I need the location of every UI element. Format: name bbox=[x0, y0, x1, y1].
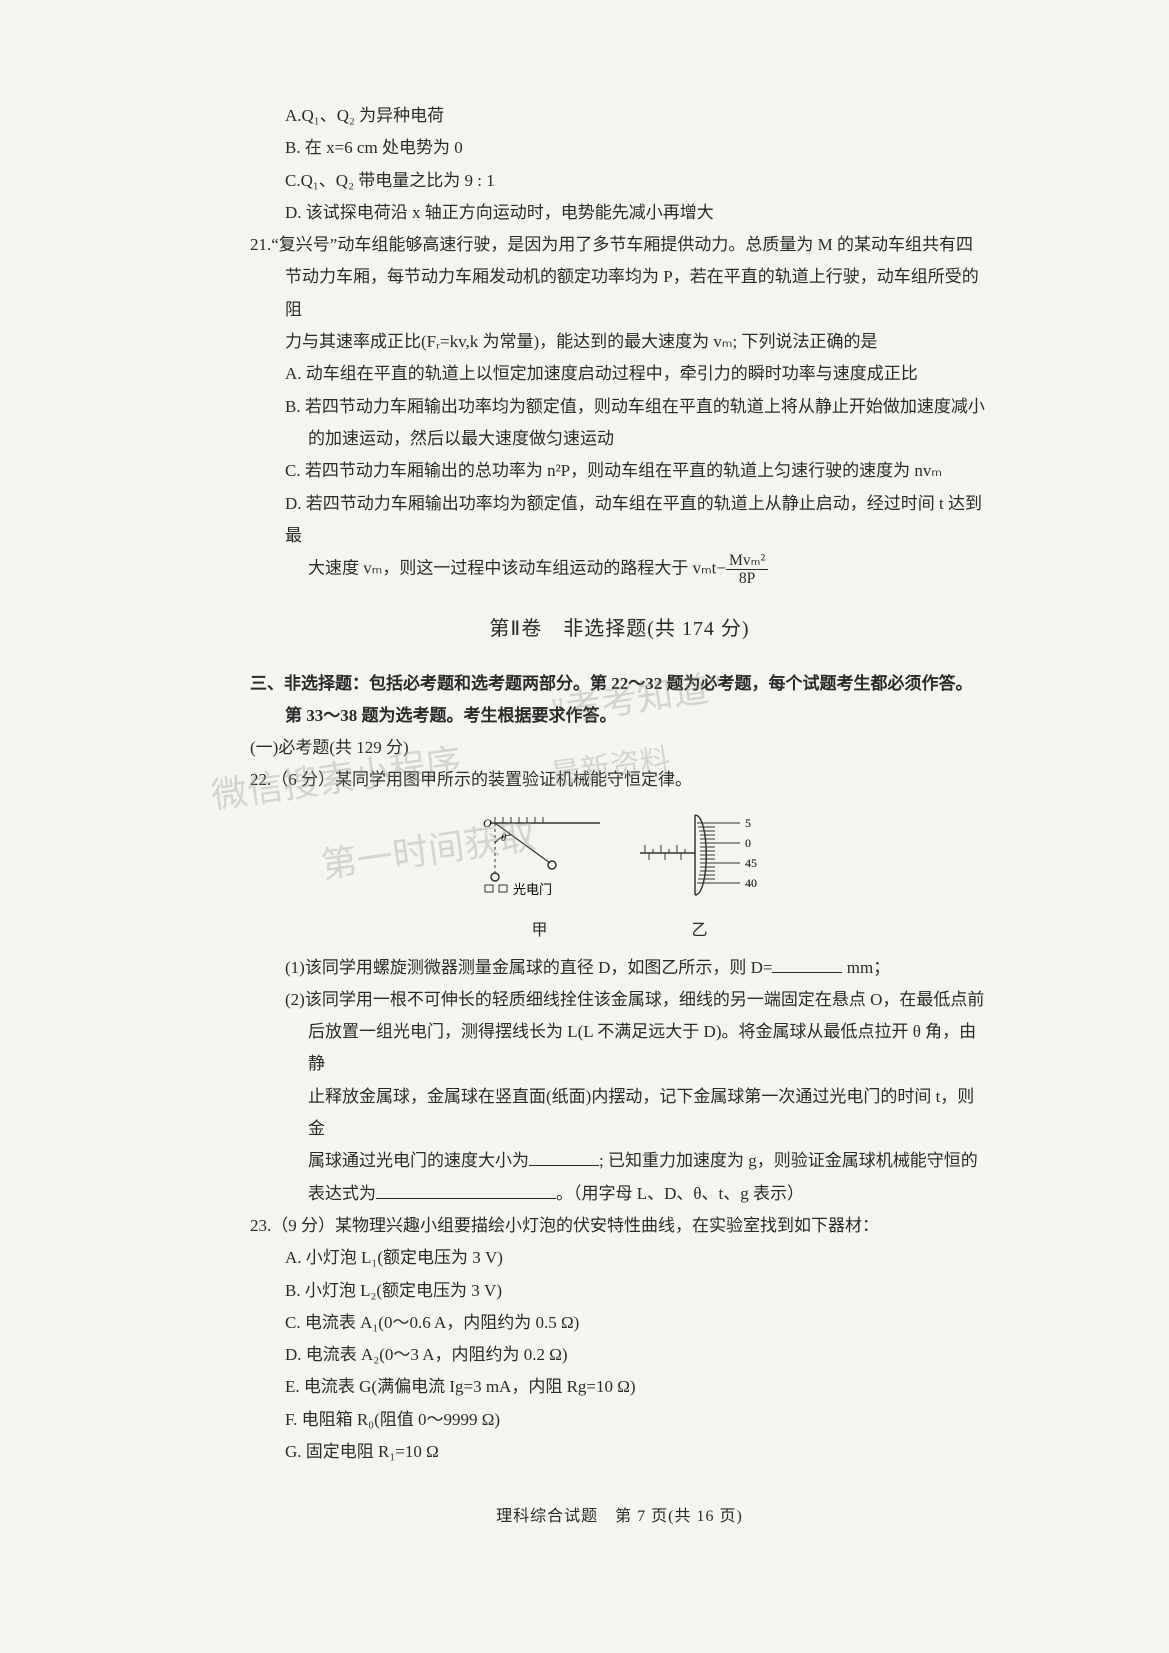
q22-part1: (1)该同学用螺旋测微器测量金属球的直径 D，如图乙所示，则 D= mm； bbox=[250, 952, 989, 984]
q21-choice-b: B. 若四节动力车厢输出功率均为额定值，则动车组在平直的轨道上将从静止开始做加速… bbox=[250, 391, 989, 423]
q23-item-a: A. 小灯泡 L₁(额定电压为 3 V) bbox=[250, 1242, 989, 1274]
q22-part2-cont: 止释放金属球，金属球在竖直面(纸面)内摆动，记下金属球第一次通过光电门的时间 t… bbox=[250, 1081, 989, 1146]
q20-choice-d: D. 该试探电荷沿 x 轴正方向运动时，电势能先减小再增大 bbox=[250, 197, 989, 229]
fraction: Mvₘ²8P bbox=[726, 552, 768, 587]
q21-choice-d-cont: 大速度 vₘ，则这一过程中该动车组运动的路程大于 vₘt−Mvₘ²8P bbox=[250, 552, 989, 587]
svg-text:40: 40 bbox=[745, 876, 757, 890]
q23-item-b: B. 小灯泡 L₂(额定电压为 3 V) bbox=[250, 1275, 989, 1307]
svg-text:θ: θ bbox=[501, 832, 507, 844]
q21-stem-line: 力与其速率成正比(Fᵣ=kv,k 为常量)，能达到的最大速度为 vₘ; 下列说法… bbox=[250, 326, 989, 358]
subsection-required: (一)必考题(共 129 分) bbox=[250, 732, 989, 764]
section-3-instructions-cont: 第 33～38 题为选考题。考生根据要求作答。 bbox=[250, 700, 989, 732]
svg-text:O: O bbox=[483, 816, 492, 830]
answer-blank bbox=[529, 1149, 599, 1166]
q22-p2d-b: ; 已知重力加速度为 g，则验证金属球机械能守恒的 bbox=[599, 1151, 978, 1170]
figure-row: O θ 光电门 甲 5 bbox=[250, 805, 989, 947]
q21-choice-d: D. 若四节动力车厢输出功率均为额定值，动车组在平直的轨道上从静止启动，经过时间… bbox=[250, 488, 989, 553]
exam-page: A.Q₁、Q₂ 为异种电荷 B. 在 x=6 cm 处电势为 0 C.Q₁、Q₂… bbox=[0, 0, 1169, 1593]
fraction-den: 8P bbox=[726, 570, 768, 587]
q23-item-g: G. 固定电阻 R₁=10 Ω bbox=[250, 1436, 989, 1468]
svg-text:光电门: 光电门 bbox=[513, 882, 552, 897]
q21-choice-b-cont: 的加速运动，然后以最大速度做匀速运动 bbox=[250, 423, 989, 455]
q23-item-e: E. 电流表 G(满偏电流 Ig=3 mA，内阻 Rg=10 Ω) bbox=[250, 1371, 989, 1403]
micrometer-icon: 5 0 45 40 bbox=[635, 805, 765, 905]
q22-p2e-a: 表达式为 bbox=[308, 1184, 376, 1203]
q23-item-d: D. 电流表 A₂(0～3 A，内阻约为 0.2 Ω) bbox=[250, 1339, 989, 1371]
q23-stem: 23.（9 分）某物理兴趣小组要描绘小灯泡的伏安特性曲线，在实验室找到如下器材： bbox=[250, 1210, 989, 1242]
q22-part2-cont: 后放置一组光电门，测得摆线长为 L(L 不满足远大于 D)。将金属球从最低点拉开… bbox=[250, 1016, 989, 1081]
q22-p1-unit: mm； bbox=[847, 958, 890, 977]
q22-p2e-b: 。（用字母 L、D、θ、t、g 表示） bbox=[556, 1184, 804, 1203]
pendulum-diagram-icon: O θ 光电门 bbox=[475, 815, 605, 905]
q21-choice-a: A. 动车组在平直的轨道上以恒定加速度启动过程中，牵引力的瞬时功率与速度成正比 bbox=[250, 358, 989, 390]
figure-jia: O θ 光电门 甲 bbox=[475, 815, 605, 947]
q20-choice-b: B. 在 x=6 cm 处电势为 0 bbox=[250, 132, 989, 164]
q22-part2: (2)该同学用一根不可伸长的轻质细线拴住该金属球，细线的另一端固定在悬点 O，在… bbox=[250, 984, 989, 1016]
answer-blank bbox=[376, 1182, 556, 1199]
fraction-num: Mvₘ² bbox=[726, 552, 768, 570]
q21-stem-line: 节动力车厢，每节动力车厢发动机的额定功率均为 P，若在平直的轨道上行驶，动车组所… bbox=[250, 261, 989, 326]
section-3-instructions: 三、非选择题：包括必考题和选考题两部分。第 22～32 题为必考题，每个试题考生… bbox=[250, 668, 989, 700]
figure-yi: 5 0 45 40 乙 bbox=[635, 805, 765, 947]
q21-d-pre: 大速度 vₘ，则这一过程中该动车组运动的路程大于 vₘt− bbox=[308, 559, 726, 578]
q20-choice-a: A.Q₁、Q₂ 为异种电荷 bbox=[250, 100, 989, 132]
q22-p2d-a: 属球通过光电门的速度大小为 bbox=[308, 1151, 529, 1170]
svg-text:0: 0 bbox=[745, 836, 751, 850]
q22-stem: 22.（6 分）某同学用图甲所示的装置验证机械能守恒定律。 bbox=[250, 764, 989, 796]
q21-choice-c: C. 若四节动力车厢输出的总功率为 n²P，则动车组在平直的轨道上匀速行驶的速度… bbox=[250, 455, 989, 487]
svg-text:45: 45 bbox=[745, 856, 757, 870]
figure-label-yi: 乙 bbox=[635, 916, 765, 946]
answer-blank bbox=[772, 956, 842, 973]
q20-choice-c: C.Q₁、Q₂ 带电量之比为 9 : 1 bbox=[250, 165, 989, 197]
q23-item-c: C. 电流表 A₁(0～0.6 A，内阻约为 0.5 Ω) bbox=[250, 1307, 989, 1339]
q22-part2-cont: 表达式为 。（用字母 L、D、θ、t、g 表示） bbox=[250, 1178, 989, 1210]
page-footer: 理科综合试题 第 7 页(共 16 页) bbox=[250, 1502, 989, 1532]
figure-label-jia: 甲 bbox=[475, 916, 605, 946]
q22-p1-text: (1)该同学用螺旋测微器测量金属球的直径 D，如图乙所示，则 D= bbox=[285, 958, 772, 977]
q21-stem-line: 21.“复兴号”动车组能够高速行驶，是因为用了多节车厢提供动力。总质量为 M 的… bbox=[250, 229, 989, 261]
section-2-header: 第Ⅱ卷 非选择题(共 174 分) bbox=[250, 610, 989, 648]
q23-item-f: F. 电阻箱 R₀(阻值 0～9999 Ω) bbox=[250, 1404, 989, 1436]
q22-part2-cont: 属球通过光电门的速度大小为 ; 已知重力加速度为 g，则验证金属球机械能守恒的 bbox=[250, 1145, 989, 1177]
svg-text:5: 5 bbox=[745, 816, 751, 830]
